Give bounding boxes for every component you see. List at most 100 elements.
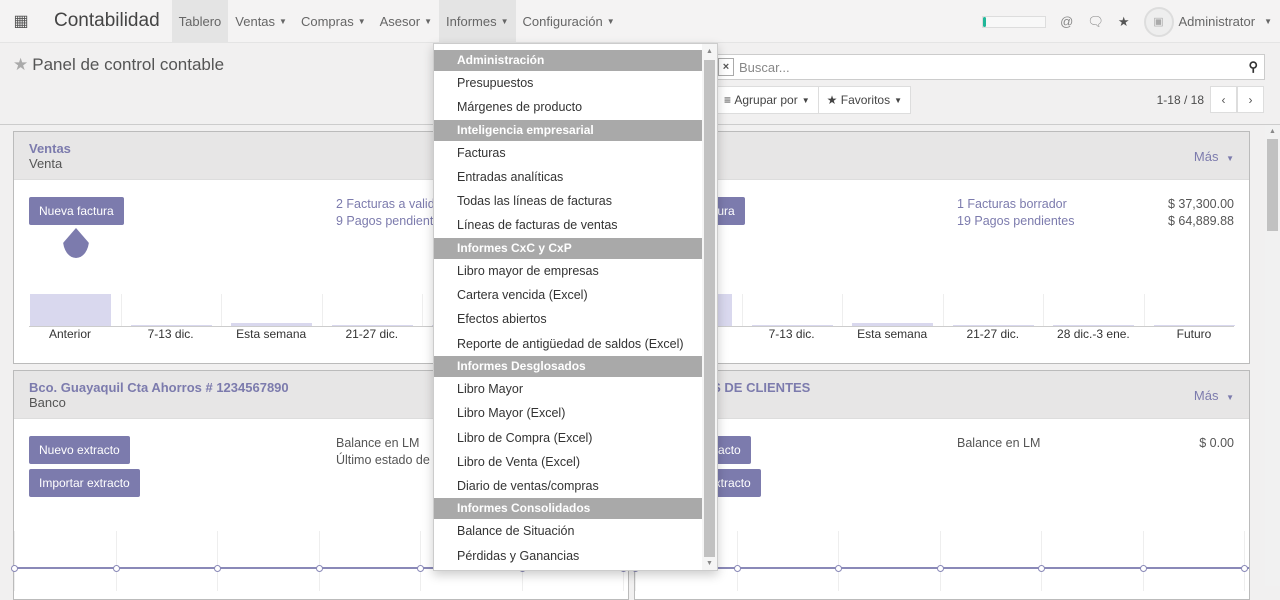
import-statement-button[interactable]: Importar extracto — [29, 469, 140, 497]
menu-asesor[interactable]: Asesor ▼ — [379, 13, 433, 29]
dropdown-menu-item[interactable]: Presupuestos — [457, 76, 534, 90]
user-name: Administrator — [1178, 14, 1256, 29]
chart-point[interactable] — [214, 565, 221, 572]
card-subtitle: Venta — [29, 156, 63, 171]
page-scrollbar[interactable]: ▲ — [1265, 125, 1280, 586]
dropdown-menu-item[interactable]: Libro de Venta (Excel) — [457, 454, 580, 469]
star-icon[interactable]: ★ — [13, 55, 29, 74]
chart-bar[interactable] — [130, 325, 212, 326]
card-title[interactable]: Compras — [650, 141, 1234, 156]
menu-compras[interactable]: Compras ▼ — [300, 13, 366, 29]
dropdown-menu-item[interactable]: Libro de Compra (Excel) — [457, 430, 593, 445]
dropdown-section-header: Administración — [434, 50, 702, 71]
dropdown-menu-item[interactable]: Líneas de facturas de ventas — [457, 218, 618, 233]
user-menu[interactable]: ▣ Administrator ▼ — [1143, 6, 1272, 37]
card-title[interactable]: ANTICIPOS DE CLIENTES — [650, 380, 811, 395]
draft-invoices-link[interactable]: 1 Facturas borrador — [957, 197, 1067, 211]
page-title: ★ Panel de control contable — [13, 55, 225, 74]
new-statement-button[interactable]: Nuevo extracto — [29, 436, 130, 464]
chart-x-label: Anterior — [48, 327, 92, 341]
chart-bar[interactable] — [231, 323, 313, 326]
favorites-button[interactable]: ★ Favoritos ▼ — [817, 87, 910, 113]
balance-label: Balance en LM — [336, 436, 420, 450]
chart-point[interactable] — [936, 565, 944, 572]
dropdown-menu-item[interactable]: Pérdidas y Ganancias — [457, 548, 580, 563]
pending-payments-link[interactable]: 19 Pagos pendientes — [957, 214, 1075, 228]
next-button[interactable]: › — [1237, 86, 1264, 113]
chart-x-label: 7-13 dic. — [147, 327, 194, 341]
dropdown-menu-item[interactable]: Diario de ventas/compras — [457, 479, 599, 494]
pending-payments-link[interactable]: 9 Pagos pendientes — [336, 214, 447, 228]
chart-point[interactable] — [835, 565, 842, 572]
caret-down-icon: ▼ — [279, 16, 287, 26]
more-dropdown[interactable]: Más ▼ — [1193, 149, 1234, 164]
chart-point[interactable] — [1139, 565, 1147, 572]
chart-x-label: 7-13 dic. — [768, 327, 815, 341]
at-icon[interactable]: @ — [1060, 14, 1074, 29]
close-icon[interactable]: × — [718, 58, 734, 76]
search-icon[interactable]: ⚲ — [1248, 59, 1258, 74]
dropdown-menu-item[interactable]: Facturas — [457, 145, 506, 160]
chart-point[interactable] — [112, 565, 120, 572]
chart-bar[interactable] — [952, 325, 1034, 326]
invoices-to-validate-link[interactable]: 2 Facturas a validar — [336, 197, 446, 211]
amount: $ 0.00 — [1199, 436, 1234, 450]
dropdown-menu-item[interactable]: Cartera vencida (Excel) — [457, 288, 588, 303]
chart-baseline — [650, 326, 1234, 327]
star-icon[interactable]: ★ — [1117, 13, 1130, 29]
search-input[interactable]: × Buscar... ⚲ — [715, 54, 1265, 80]
dropdown-menu-item[interactable]: Balance de Situación — [457, 524, 575, 539]
dropdown-menu-item[interactable]: Entradas analíticas — [457, 169, 564, 184]
chart-point[interactable] — [1241, 565, 1248, 572]
caret-down-icon: ▼ — [357, 16, 366, 26]
chart-x-label: Esta semana — [857, 327, 928, 341]
card-title[interactable]: Bco. Guayaquil Cta Ahorros # 1234567890 — [29, 380, 289, 395]
dropdown-menu-item[interactable]: Libro Mayor — [457, 381, 523, 396]
dropdown-scrollbar[interactable]: ▲ ▼ — [702, 44, 717, 570]
avatar: ▣ — [1143, 6, 1174, 37]
caret-down-icon: ▼ — [424, 16, 433, 26]
chart-point[interactable] — [11, 565, 18, 572]
chart-bar[interactable] — [751, 325, 833, 326]
chart-bar[interactable] — [1154, 325, 1235, 326]
dropdown-section-header: Informes Consolidados — [434, 498, 702, 520]
card-title[interactable]: Ventas — [29, 141, 71, 156]
chart-point[interactable] — [1038, 565, 1045, 572]
apps-grid-icon[interactable]: ▦ — [13, 13, 29, 30]
group-by-button[interactable]: ≡ Agrupar por ▼ — [724, 93, 810, 107]
more-dropdown[interactable]: Más ▼ — [1193, 388, 1234, 403]
menu-informes[interactable]: Informes ▼ — [439, 0, 516, 43]
chart-bar[interactable] — [1053, 325, 1135, 326]
chart-bar[interactable] — [852, 323, 934, 326]
dropdown-section-header: Informes Desglosados — [434, 355, 702, 377]
top-navbar: ▦ Contabilidad Tablero Ventas ▼ Compras ▼ Ase… — [0, 0, 1280, 43]
chart-x-label: Esta semana — [236, 327, 307, 341]
chart-point[interactable] — [315, 565, 323, 572]
dropdown-menu-item[interactable]: Reporte de antigüedad de saldos (Excel) — [457, 336, 684, 351]
chart-point[interactable] — [417, 565, 424, 572]
dropdown-menu-item[interactable]: Libro mayor de empresas — [457, 263, 599, 278]
dropdown-menu-item[interactable]: Todas las líneas de facturas — [457, 194, 612, 209]
previous-button[interactable]: ‹ — [1210, 86, 1237, 113]
dropdown-menu-item[interactable]: Efectos abiertos — [457, 312, 547, 327]
chart-point[interactable] — [733, 565, 741, 572]
dropdown-menu-item[interactable]: Márgenes de producto — [457, 100, 583, 115]
menu-ventas[interactable]: Ventas ▼ — [235, 13, 287, 29]
chart-bar[interactable] — [331, 325, 413, 326]
chart-x-label: 28 dic.-3 ene. — [1057, 327, 1130, 341]
chart-x-label: 21-27 dic. — [345, 327, 399, 341]
dropdown-menu-item[interactable]: Libro Mayor (Excel) — [457, 406, 566, 421]
pager-value[interactable]: 1-18 / 18 — [1156, 92, 1204, 107]
card-subtitle: Banco — [29, 395, 66, 410]
journal-card-compras: ComprasCompraMás ▼ Nueva factura 1 Factu… — [634, 131, 1250, 364]
amount: $ 64,889.88 — [1167, 214, 1234, 228]
new-invoice-button[interactable]: Nueva factura — [29, 197, 124, 225]
chart-bar[interactable] — [30, 294, 111, 326]
menu-configuracion[interactable]: Configuración ▼ — [522, 13, 615, 29]
tooltip-pin-icon — [63, 228, 89, 258]
menu-tablero[interactable]: Tablero — [171, 0, 229, 43]
caret-down-icon: ▼ — [500, 16, 509, 26]
chat-icon[interactable]: 🗨 — [1087, 13, 1104, 29]
control-panel: ★ Panel de control contable × Buscar... ⚲… — [0, 43, 1280, 125]
